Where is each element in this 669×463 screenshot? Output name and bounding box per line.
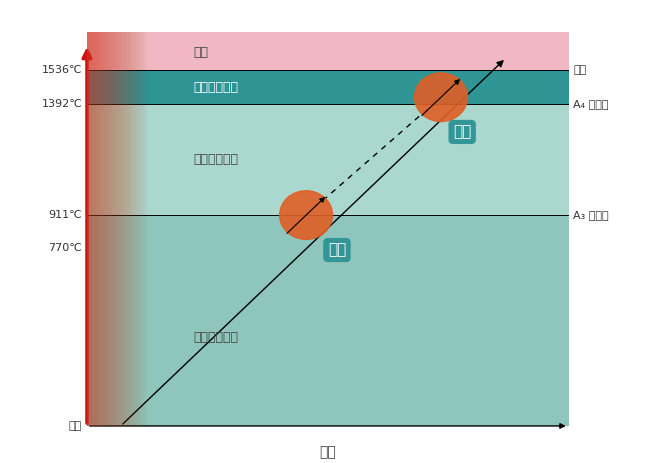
Bar xyxy=(87,32,569,70)
Text: 体心立方構造: 体心立方構造 xyxy=(193,81,238,94)
Text: 寸法: 寸法 xyxy=(319,445,337,460)
Text: 膨張: 膨張 xyxy=(453,125,471,139)
Text: 1536℃: 1536℃ xyxy=(41,65,82,75)
Bar xyxy=(87,32,143,426)
Text: 面心立方構造: 面心立方構造 xyxy=(193,153,238,166)
Bar xyxy=(87,32,132,426)
Bar xyxy=(87,32,140,426)
Text: 収縮: 収縮 xyxy=(328,243,346,257)
Bar xyxy=(87,32,101,426)
Bar xyxy=(87,32,122,426)
Bar xyxy=(87,32,116,426)
Bar xyxy=(87,32,117,426)
Text: 770℃: 770℃ xyxy=(48,243,82,253)
Bar xyxy=(87,32,121,426)
Bar xyxy=(87,32,113,426)
Bar xyxy=(87,32,107,426)
Bar xyxy=(87,32,106,426)
Bar xyxy=(87,32,96,426)
Bar xyxy=(87,32,127,426)
Bar xyxy=(87,32,133,426)
Bar xyxy=(87,32,91,426)
Bar xyxy=(87,32,123,426)
Bar xyxy=(87,32,120,426)
Text: 室温: 室温 xyxy=(69,421,82,431)
Bar xyxy=(87,32,131,426)
Bar xyxy=(87,32,110,426)
Ellipse shape xyxy=(415,73,468,121)
Bar xyxy=(87,32,97,426)
Bar xyxy=(87,32,147,426)
Bar xyxy=(87,32,145,426)
Text: 融液: 融液 xyxy=(193,45,208,59)
Bar xyxy=(87,32,112,426)
Text: 911℃: 911℃ xyxy=(49,210,82,220)
Bar xyxy=(87,32,138,426)
Bar xyxy=(87,104,569,215)
Bar xyxy=(87,32,103,426)
Bar xyxy=(87,32,150,426)
Bar xyxy=(87,32,90,426)
Bar xyxy=(87,32,137,426)
Text: A₃ 変態点: A₃ 変態点 xyxy=(573,210,609,220)
Bar xyxy=(87,32,88,426)
Text: 融点: 融点 xyxy=(573,65,587,75)
Bar xyxy=(87,32,118,426)
Bar xyxy=(87,32,111,426)
Bar xyxy=(87,32,149,426)
Text: 体心立方構造: 体心立方構造 xyxy=(193,332,238,344)
Bar xyxy=(87,32,98,426)
Bar xyxy=(87,32,114,426)
Bar xyxy=(87,32,93,426)
Bar xyxy=(87,70,569,104)
Bar xyxy=(87,32,102,426)
Bar xyxy=(87,32,100,426)
Text: 1392℃: 1392℃ xyxy=(41,99,82,109)
Ellipse shape xyxy=(280,191,332,239)
Text: A₄ 変態点: A₄ 変態点 xyxy=(573,99,609,109)
Bar xyxy=(87,32,130,426)
Bar xyxy=(87,32,134,426)
Bar xyxy=(87,32,92,426)
Bar xyxy=(87,32,136,426)
Bar xyxy=(87,32,94,426)
Bar xyxy=(87,32,126,426)
Bar xyxy=(87,32,142,426)
Bar xyxy=(87,32,140,426)
Bar xyxy=(87,32,104,426)
Bar xyxy=(87,32,124,426)
Bar xyxy=(87,215,569,426)
Bar xyxy=(87,32,108,426)
Bar xyxy=(87,32,128,426)
Bar xyxy=(87,32,146,426)
